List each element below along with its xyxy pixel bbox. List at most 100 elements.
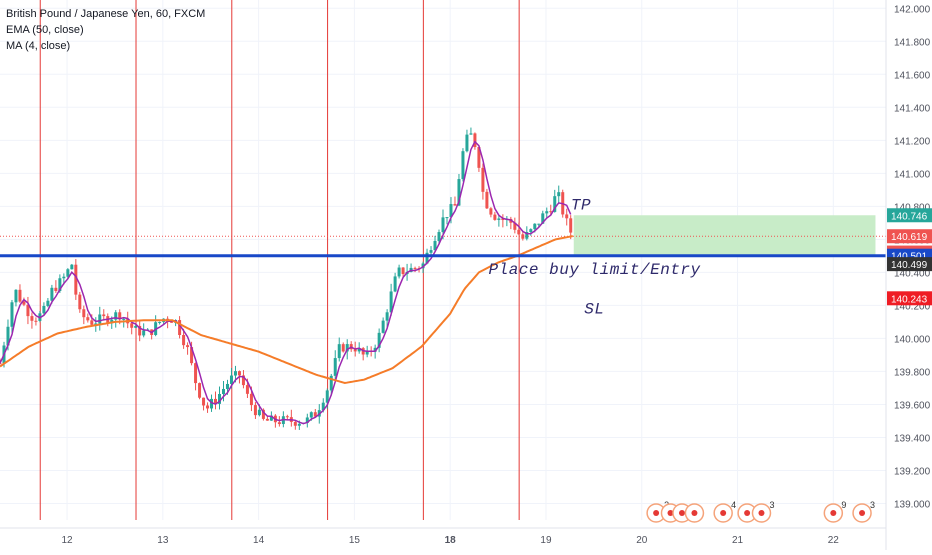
candle-body	[30, 316, 34, 321]
candle-body	[78, 294, 82, 310]
candle-body	[293, 421, 297, 426]
time-tick-label: 12	[61, 535, 73, 546]
candle-body	[497, 218, 501, 220]
candle-body	[357, 348, 361, 352]
candle-body	[493, 214, 497, 220]
time-tick-label: 18	[445, 535, 457, 546]
candle-body	[90, 320, 94, 325]
candle-body	[513, 222, 517, 230]
chart-annotation-1: Place buy limit/Entry	[488, 261, 700, 279]
candle-body	[489, 208, 493, 215]
candle-body	[397, 267, 401, 277]
price-tick-label: 141.000	[894, 169, 931, 180]
candle-body	[265, 418, 269, 421]
candle-body	[465, 134, 469, 152]
candle-body	[210, 398, 214, 409]
candle-body	[553, 196, 557, 212]
price-tick-label: 139.200	[894, 466, 931, 477]
event-marker-dot	[678, 510, 685, 516]
ma-4-line	[0, 140, 572, 425]
event-marker-count: 3	[769, 500, 774, 510]
candle-body	[182, 334, 186, 346]
candle-body	[445, 217, 449, 219]
candle-body	[233, 371, 237, 376]
candle-body	[477, 147, 481, 168]
candle-body	[277, 422, 281, 425]
candle-body	[130, 323, 134, 328]
time-tick-label: 15	[349, 535, 361, 546]
candle-body	[557, 192, 561, 197]
event-marker-count: 9	[841, 500, 846, 510]
candle-body	[70, 264, 74, 270]
candle-body	[517, 229, 521, 235]
candle-body	[309, 412, 313, 418]
candle-body	[261, 409, 265, 419]
price-tick-label: 140.000	[894, 334, 931, 345]
candle-body	[353, 349, 357, 352]
candle-body	[98, 314, 102, 324]
candle-body	[253, 405, 257, 416]
event-marker-dot	[744, 510, 751, 516]
candle-body	[377, 332, 381, 348]
candle-body	[545, 211, 549, 214]
candle-body	[401, 267, 405, 275]
time-tick-label: 22	[828, 535, 840, 546]
event-marker-dot	[667, 510, 674, 516]
candle-body	[186, 345, 190, 348]
price-tick-label: 139.800	[894, 367, 931, 378]
price-label-text: 140.619	[891, 232, 928, 243]
legend-ma: MA (4, close)	[6, 40, 71, 52]
candle-body	[198, 383, 202, 398]
candle-body	[241, 375, 245, 386]
candle-body	[549, 211, 553, 213]
time-tick-label: 13	[157, 535, 169, 546]
candle-body	[118, 312, 122, 320]
candle-body	[373, 347, 377, 352]
candle-body	[569, 218, 573, 233]
candle-body	[134, 325, 138, 328]
candle-body	[14, 289, 18, 303]
candle-body	[457, 179, 461, 206]
candle-body	[453, 204, 457, 206]
candle-body	[138, 325, 142, 336]
candle-body	[10, 302, 14, 327]
candle-body	[50, 287, 54, 301]
candle-body	[221, 388, 225, 395]
candle-body	[469, 133, 473, 135]
price-tick-label: 141.400	[894, 103, 931, 114]
legend-ema: EMA (50, close)	[6, 24, 84, 36]
time-tick-label: 14	[253, 535, 265, 546]
candle-body	[389, 291, 393, 313]
chart-annotation-2: SL	[584, 301, 604, 319]
candle-body	[82, 309, 86, 318]
candle-body	[190, 347, 194, 364]
candle-body	[473, 133, 477, 148]
price-tick-label: 139.600	[894, 400, 931, 411]
price-label-box	[887, 257, 932, 272]
candle-body	[541, 213, 545, 224]
candle-body	[257, 409, 261, 416]
price-tick-label: 142.000	[894, 4, 931, 15]
candle-body	[341, 344, 345, 352]
candle-body	[58, 278, 62, 291]
chart-legend: British Pound / Japanese Yen, 60, FXCM E…	[6, 6, 205, 54]
price-label-box	[887, 208, 932, 223]
event-marker-dot	[830, 510, 837, 516]
time-tick-label: 21	[732, 535, 744, 546]
candle-body	[74, 264, 78, 295]
candle-body	[245, 385, 249, 394]
candle-body	[429, 250, 433, 253]
price-label-text: 140.746	[891, 211, 928, 222]
candle-body	[34, 320, 38, 322]
chart-annotation-0: TP	[571, 197, 591, 215]
candle-body	[385, 312, 389, 321]
candle-body	[194, 363, 198, 384]
candle-body	[0, 363, 2, 365]
candle-body	[565, 214, 569, 219]
candle-body	[86, 317, 90, 321]
event-marker-dot	[758, 510, 765, 516]
price-label-box	[887, 229, 932, 244]
candle-body	[533, 223, 537, 230]
